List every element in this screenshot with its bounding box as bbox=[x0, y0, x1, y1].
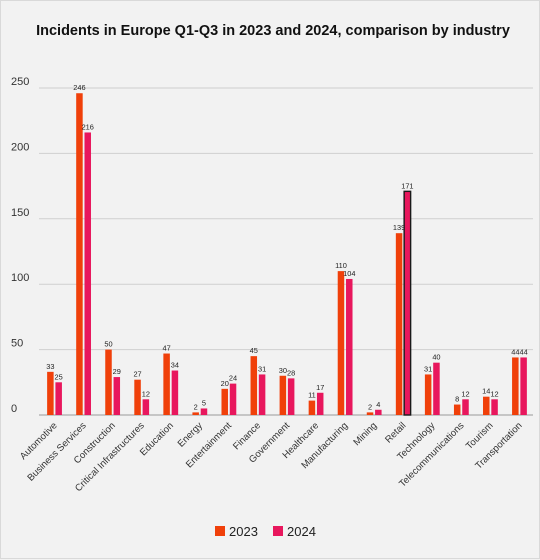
bar-2024-retail bbox=[403, 190, 412, 416]
data-label: 14 bbox=[482, 387, 490, 396]
bar-2023-finance bbox=[250, 356, 258, 415]
bar-2024-technology bbox=[433, 362, 440, 415]
legend: 2023 2024 bbox=[215, 524, 316, 539]
bar-2023-tourism bbox=[483, 396, 490, 415]
bar-2024-healthcare bbox=[316, 392, 324, 415]
bar-2024-energy bbox=[200, 408, 208, 415]
data-label: 5 bbox=[202, 398, 206, 407]
data-label: 20 bbox=[221, 379, 229, 388]
x-tick-label: Retail bbox=[383, 420, 408, 445]
data-label: 28 bbox=[287, 368, 295, 377]
bar-2024-education bbox=[171, 370, 179, 415]
bar-2023-construction bbox=[105, 349, 112, 415]
bar-2023-business-services bbox=[76, 93, 83, 416]
data-label: 25 bbox=[55, 372, 63, 381]
bar-2023-energy bbox=[192, 412, 199, 415]
data-label: 30 bbox=[279, 366, 287, 375]
bar-2024-construction bbox=[113, 377, 121, 415]
legend-label: 2023 bbox=[229, 524, 258, 539]
data-label: 45 bbox=[250, 346, 258, 355]
bar-2023-mining bbox=[366, 412, 374, 415]
data-label: 216 bbox=[82, 122, 94, 131]
bar-2024-transportation bbox=[520, 357, 527, 415]
bar-2024-government bbox=[287, 378, 295, 415]
data-label: 12 bbox=[461, 389, 469, 398]
data-label: 171 bbox=[401, 181, 413, 190]
y-tick-label: 200 bbox=[11, 141, 29, 153]
chart-title: Incidents in Europe Q1-Q3 in 2023 and 20… bbox=[36, 23, 510, 39]
bar-2023-healthcare bbox=[308, 400, 316, 415]
data-label: 40 bbox=[432, 353, 440, 362]
data-label: 50 bbox=[104, 340, 112, 349]
data-label: 44 bbox=[520, 347, 528, 356]
bar-2023-critical-infrastructures bbox=[134, 379, 141, 415]
data-label: 31 bbox=[258, 364, 266, 373]
bar-2023-retail bbox=[395, 233, 403, 415]
legend-label: 2024 bbox=[287, 524, 316, 539]
y-tick-label: 250 bbox=[11, 76, 29, 88]
bar-2024-automotive bbox=[55, 382, 62, 415]
bar-2024-critical-infrastructures bbox=[142, 399, 150, 415]
data-label: 17 bbox=[316, 383, 324, 392]
bar-2024-finance bbox=[258, 374, 266, 415]
data-label: 47 bbox=[162, 344, 170, 353]
bar-2023-government bbox=[279, 375, 287, 415]
bar-2024-business-services bbox=[84, 132, 91, 416]
y-tick-label: 50 bbox=[11, 338, 23, 350]
data-label: 44 bbox=[511, 347, 519, 356]
bar-2024-mining bbox=[375, 409, 382, 415]
data-label: 246 bbox=[73, 83, 85, 92]
legend-swatch bbox=[273, 526, 283, 536]
legend-swatch bbox=[215, 526, 225, 536]
data-label: 8 bbox=[455, 395, 459, 404]
y-tick-label: 150 bbox=[11, 207, 29, 219]
bar-2024-entertainment bbox=[229, 383, 237, 415]
data-label: 104 bbox=[343, 269, 355, 278]
bar-2023-technology bbox=[424, 374, 432, 415]
grid-lines bbox=[39, 87, 533, 416]
data-label: 31 bbox=[424, 364, 432, 373]
y-axis: 0 50 100 150 200 250 bbox=[11, 76, 29, 415]
bar-2024-telecommunications bbox=[462, 399, 469, 415]
data-label: 11 bbox=[308, 391, 316, 400]
bar-2024-manufacturing bbox=[346, 278, 353, 415]
bar-2023-entertainment bbox=[221, 388, 228, 415]
data-label: 34 bbox=[171, 361, 179, 370]
data-label: 33 bbox=[46, 362, 54, 371]
x-tick-label: Mining bbox=[352, 420, 380, 448]
data-label: 2 bbox=[368, 402, 372, 411]
data-label: 12 bbox=[490, 389, 498, 398]
bar-2023-education bbox=[163, 353, 170, 415]
data-label: 110 bbox=[335, 261, 347, 270]
data-label: 2 bbox=[194, 402, 198, 411]
data-label: 24 bbox=[229, 374, 237, 383]
bar-2024-tourism bbox=[491, 399, 498, 415]
bar-2023-transportation bbox=[512, 357, 519, 415]
bar-2023-automotive bbox=[47, 371, 54, 415]
y-tick-label: 100 bbox=[11, 272, 29, 284]
data-label: 4 bbox=[376, 400, 380, 409]
data-label: 139 bbox=[393, 223, 405, 232]
y-tick-label: 0 bbox=[11, 403, 17, 415]
bar-2023-telecommunications bbox=[453, 404, 461, 415]
data-label: 29 bbox=[113, 367, 121, 376]
data-label: 12 bbox=[142, 389, 150, 398]
data-label: 27 bbox=[133, 370, 141, 379]
bar-2023-manufacturing bbox=[337, 271, 345, 415]
